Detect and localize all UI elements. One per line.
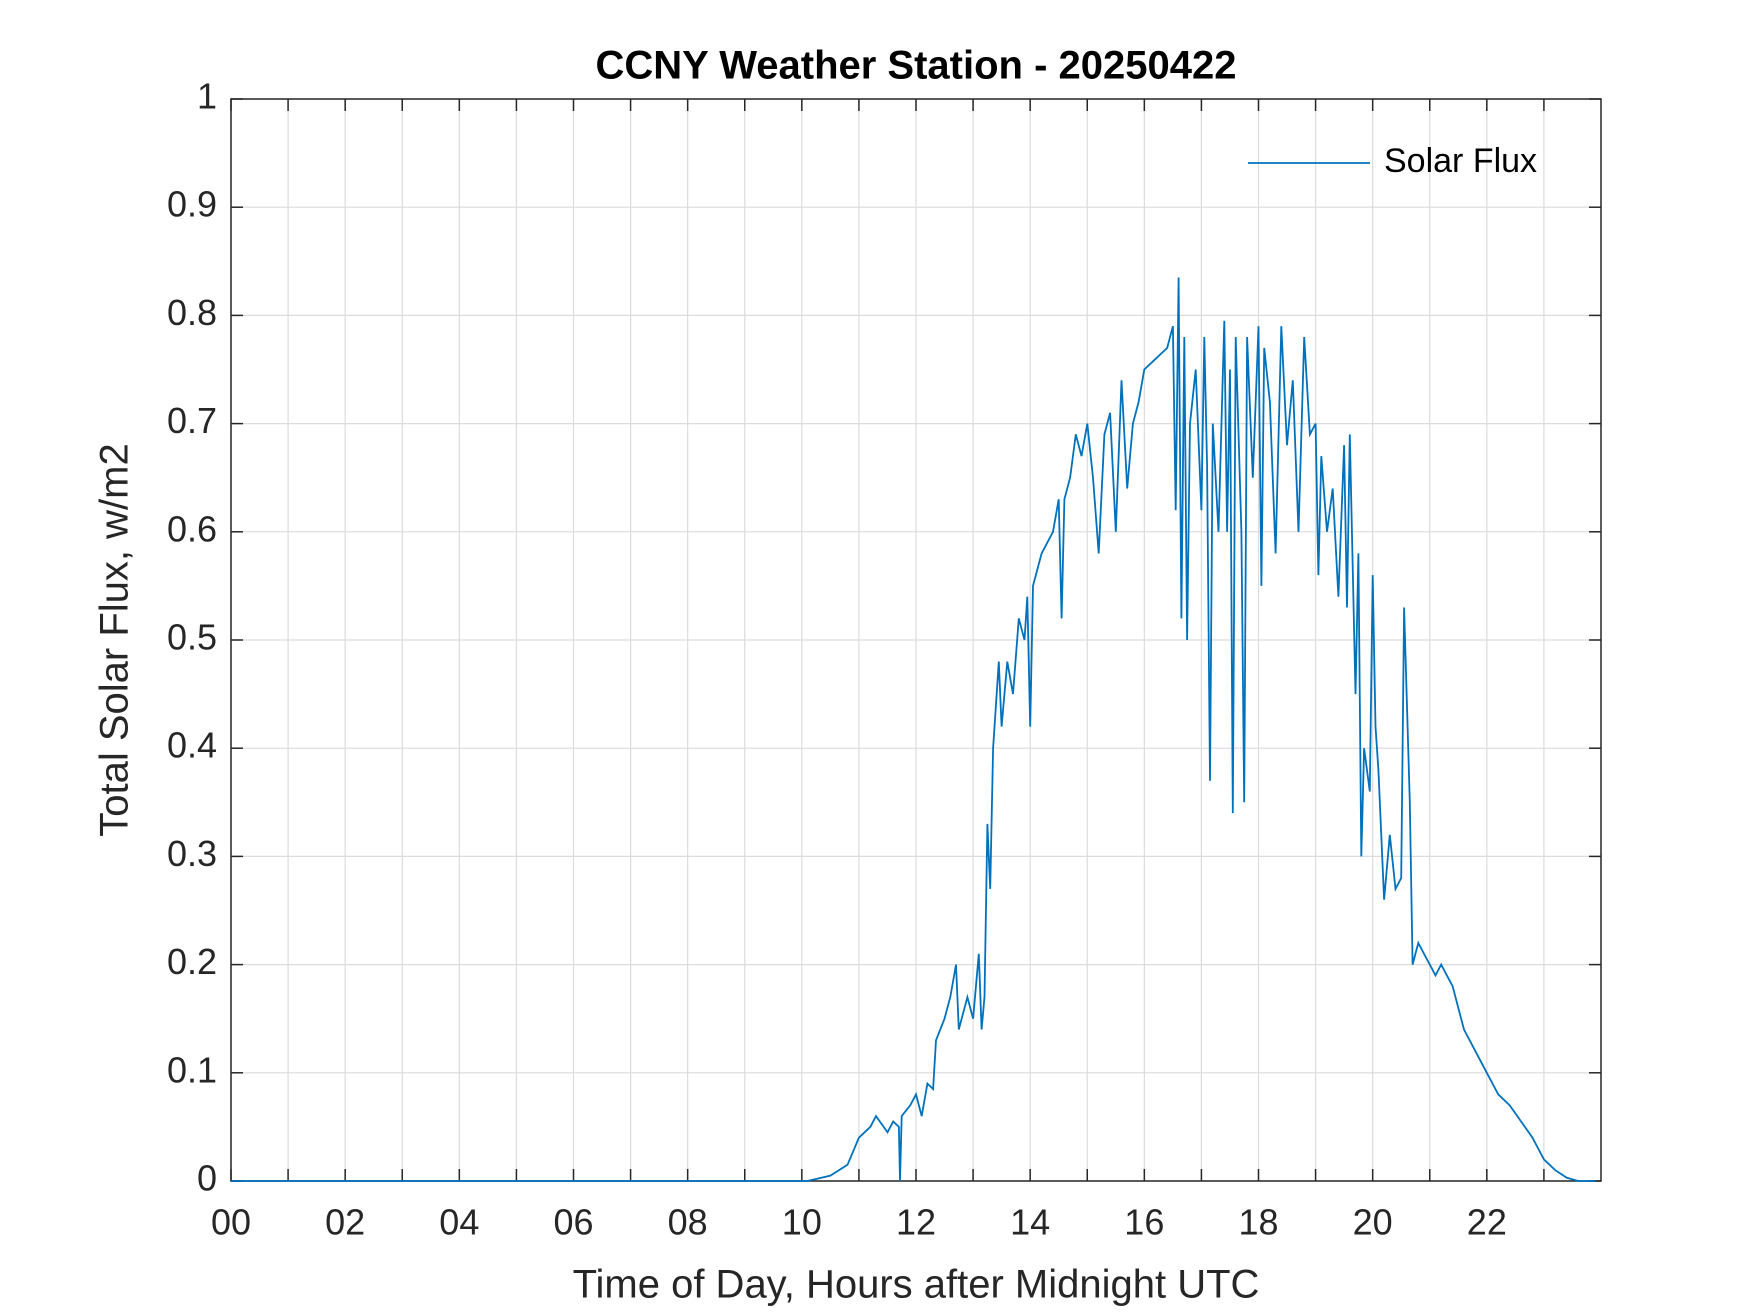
y-tick-label: 0.7 xyxy=(167,400,217,441)
y-tick-label: 0.2 xyxy=(167,941,217,982)
x-tick-label: 12 xyxy=(896,1202,936,1243)
data-line xyxy=(231,277,1596,1182)
y-tick-label: 0.4 xyxy=(167,725,217,766)
x-tick-label: 22 xyxy=(1467,1202,1507,1243)
y-tick-label: 0.8 xyxy=(167,292,217,333)
plot-frame xyxy=(230,98,1602,1182)
y-tick-label: 0.1 xyxy=(167,1049,217,1090)
x-tick-label: 02 xyxy=(325,1202,365,1243)
x-tick-label: 08 xyxy=(668,1202,708,1243)
x-tick-label: 20 xyxy=(1353,1202,1393,1243)
y-tick-label: 1 xyxy=(197,76,217,117)
x-tick-label: 04 xyxy=(439,1202,479,1243)
x-tick-label: 06 xyxy=(553,1202,593,1243)
y-tick-label: 0.5 xyxy=(167,617,217,658)
x-tick-label: 00 xyxy=(211,1202,251,1243)
x-tick-label: 10 xyxy=(782,1202,822,1243)
x-tick-label: 16 xyxy=(1124,1202,1164,1243)
y-tick-label: 0 xyxy=(197,1158,217,1199)
y-axis-label: Total Solar Flux, w/m2 xyxy=(93,443,137,836)
y-tick-label: 0.6 xyxy=(167,508,217,549)
x-tick-label: 18 xyxy=(1238,1202,1278,1243)
x-tick-label: 14 xyxy=(1010,1202,1050,1243)
x-axis-label: Time of Day, Hours after Midnight UTC xyxy=(573,1263,1260,1307)
y-tick-label: 0.9 xyxy=(167,184,217,225)
legend-label: Solar Flux xyxy=(1384,142,1537,180)
y-tick-label: 0.3 xyxy=(167,833,217,874)
chart-title: CCNY Weather Station - 20250422 xyxy=(596,44,1237,88)
